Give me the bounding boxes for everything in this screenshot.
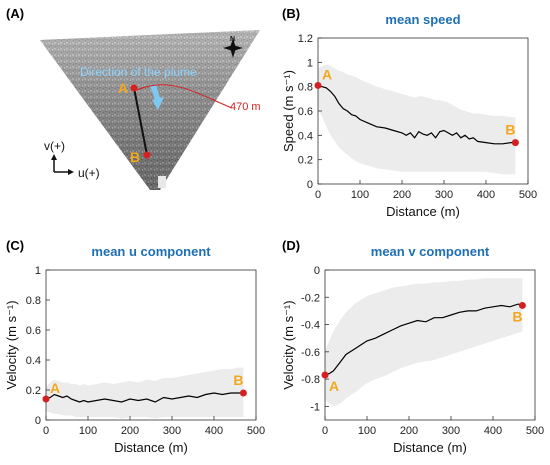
x-tick-label: 400: [477, 189, 495, 201]
y-tick-label: 0: [35, 415, 41, 427]
point-a-marker: [130, 84, 138, 92]
y-tick-label: -0.2: [301, 292, 320, 304]
y-tick-label: 0.4: [298, 130, 313, 142]
start-point-marker: [321, 371, 329, 379]
distance-leader-line: [136, 84, 233, 109]
compass-icon: N: [223, 36, 243, 58]
x-tick-label: 100: [79, 425, 97, 437]
coordinate-axes-icon: [51, 154, 74, 175]
x-tick-label: 200: [121, 425, 139, 437]
start-point-label: A: [329, 378, 339, 394]
y-tick-label: 0.2: [26, 385, 41, 397]
chart-title: mean v component: [371, 244, 490, 259]
point-b-marker: [143, 151, 151, 159]
chart-title: mean u component: [91, 244, 211, 259]
x-tick-label: 300: [435, 189, 453, 201]
plot-frame: [324, 269, 536, 421]
x-tick-label: 300: [163, 425, 181, 437]
axis-v-label: v(+): [44, 139, 65, 153]
plume-arrow-icon: [150, 84, 164, 110]
y-tick-label: -0.6: [301, 347, 320, 359]
panel-a: (A) N Direction of the plume A B 470 m v…: [6, 6, 261, 190]
transect-line: [133, 87, 148, 156]
y-tick-label: 0.8: [298, 82, 313, 94]
axis-u-label: u(+): [78, 166, 100, 180]
y-tick-label: 0: [307, 179, 313, 191]
end-point-marker: [239, 389, 247, 397]
boat-icon: [158, 176, 166, 188]
plume-direction-text: Direction of the plume: [80, 65, 197, 79]
panel-letter: (D): [282, 238, 300, 253]
series-line: [324, 303, 523, 376]
panel-c-u-chart: (C) mean u component 0 100 200 300 400 500 0 0.2 0…: [4, 238, 265, 455]
y-tick-label: 1.2: [298, 33, 313, 45]
x-tick-label: 300: [442, 425, 460, 437]
x-tick-label: 200: [393, 189, 411, 201]
y-tick-label: 0: [314, 265, 320, 277]
y-tick-label: -1: [310, 401, 320, 413]
x-tick-label: 200: [400, 425, 418, 437]
panel-b-speed-chart: (B) mean speed 0 100 200 300 400 500 0 0.2 0.4 0.6 0…: [281, 6, 537, 219]
x-tick-label: 0: [322, 425, 328, 437]
y-axis-label: Velocity (m s⁻¹): [4, 300, 19, 389]
variability-band: [325, 278, 523, 407]
y-tick-label: 1: [35, 265, 41, 277]
compass-north-label: N: [230, 36, 235, 43]
chart-title: mean speed: [385, 12, 460, 27]
series-line: [45, 392, 244, 403]
end-point-label: B: [505, 122, 515, 138]
y-tick-label: 0.2: [298, 155, 313, 167]
variability-band: [46, 367, 244, 419]
end-point-label: B: [512, 308, 522, 324]
start-point-marker: [42, 395, 50, 403]
start-point-label: A: [322, 66, 332, 82]
x-axis-label: Distance (m): [386, 204, 460, 219]
y-tick-label: -0.4: [301, 320, 320, 332]
sonar-image: [40, 30, 260, 190]
point-a-label: A: [118, 80, 128, 96]
end-point-label: B: [233, 372, 243, 388]
y-tick-label: 0.8: [26, 295, 41, 307]
panel-a-letter: (A): [6, 6, 24, 21]
y-axis-label: Speed (m s⁻¹): [281, 70, 296, 152]
y-axis-label: Velocity (m s⁻¹): [281, 300, 296, 389]
series-line: [317, 84, 516, 145]
x-tick-label: 400: [484, 425, 502, 437]
x-tick-label: 100: [351, 189, 369, 201]
distance-label: 470 m: [230, 101, 261, 113]
panel-letter: (B): [282, 6, 300, 21]
sonar-fan-shade: [40, 30, 260, 190]
panel-letter: (C): [6, 238, 24, 253]
x-tick-label: 500: [519, 189, 537, 201]
x-tick-label: 500: [247, 425, 265, 437]
x-tick-label: 0: [43, 425, 49, 437]
panel-d-v-chart: (D) mean v component 0 100 200 300 400 500 -1 -0.…: [281, 238, 544, 455]
x-tick-label: 100: [358, 425, 376, 437]
x-axis-label: Distance (m): [393, 440, 467, 455]
point-b-label: B: [130, 149, 140, 165]
y-tick-label: 0.6: [298, 106, 313, 118]
variability-band: [318, 64, 516, 175]
y-tick-label: 0.4: [26, 355, 41, 367]
x-tick-label: 400: [205, 425, 223, 437]
end-point-marker: [518, 301, 526, 309]
start-point-marker: [314, 81, 322, 89]
x-tick-label: 0: [315, 189, 321, 201]
plot-frame: [45, 269, 257, 421]
y-tick-label: -0.8: [301, 374, 320, 386]
x-axis-label: Distance (m): [114, 440, 188, 455]
start-point-label: A: [50, 380, 60, 396]
end-point-marker: [511, 139, 519, 147]
x-tick-label: 500: [526, 425, 544, 437]
y-tick-label: 0.6: [26, 325, 41, 337]
y-tick-label: 1: [307, 57, 313, 69]
